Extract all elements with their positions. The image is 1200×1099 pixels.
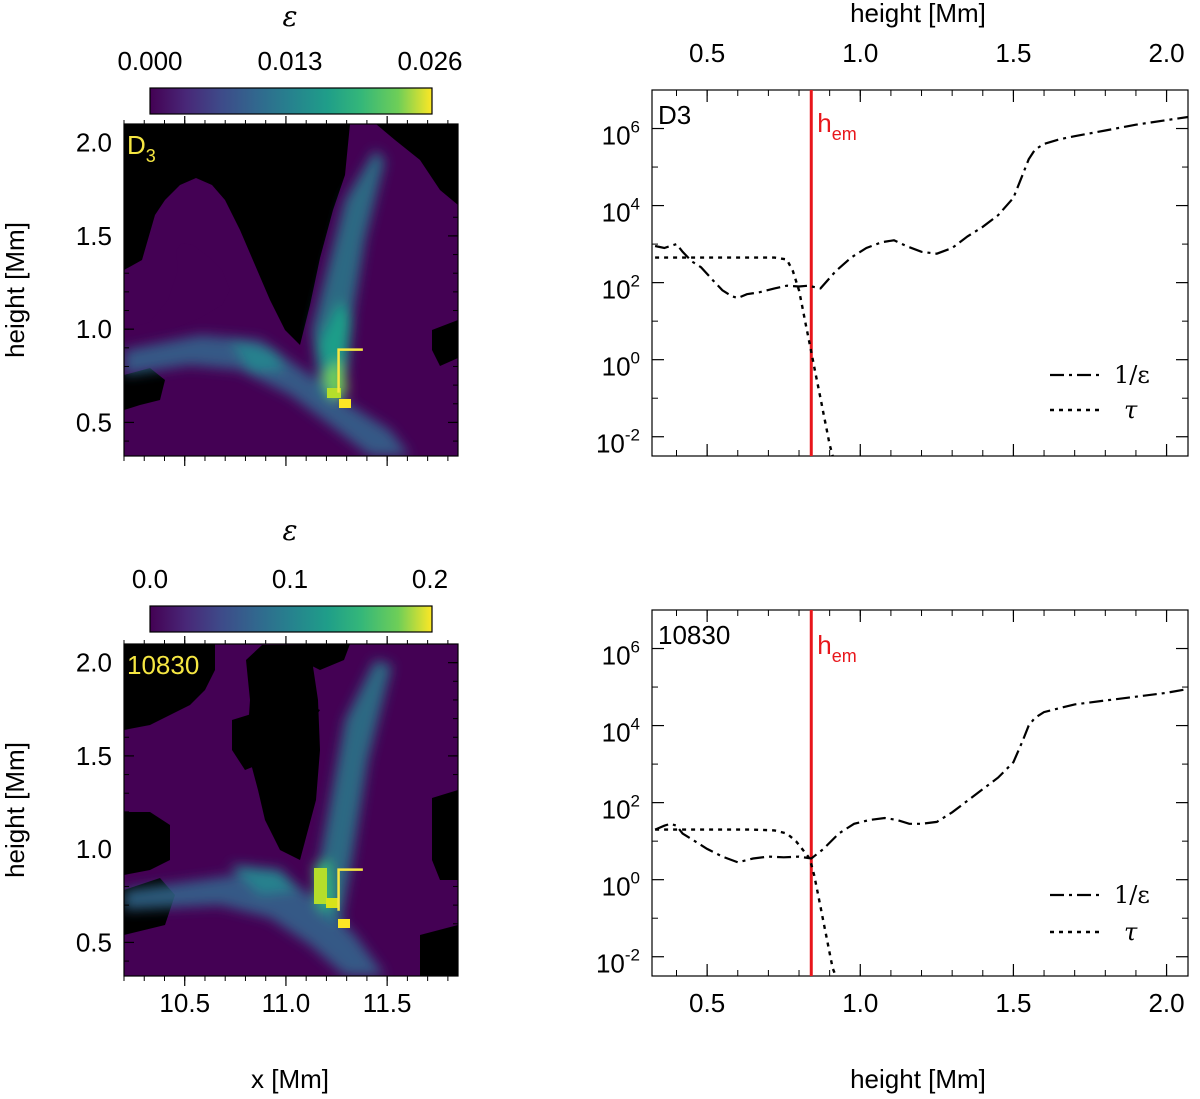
x-axis-title: x [Mm]	[251, 1064, 329, 1094]
heatmap-panel-d3: ε 0.000 0.013 0.026	[0, 0, 463, 466]
x-tick-label: 11.5	[363, 988, 412, 1018]
y-tick-label: 10-2	[596, 946, 640, 979]
heatmap-panel-10830: ε 0.0 0.1 0.2 108	[0, 514, 459, 1094]
colorbar	[149, 87, 433, 115]
y-tick-label: 102	[602, 272, 640, 305]
y-tick-label: 104	[602, 715, 640, 748]
y-tick-label: 10-2	[596, 426, 640, 459]
inverse-epsilon-line	[654, 687, 1189, 864]
axis-ticks	[652, 609, 1188, 976]
y-axis-title: height [Mm]	[0, 742, 30, 878]
panel-label: 10830	[658, 620, 730, 650]
colorbar-tick-label: 0.1	[272, 564, 308, 594]
emission-height-label: hem	[817, 108, 856, 144]
legend-label: τ	[1124, 918, 1138, 946]
line-panel-10830: 106 104 102 100 10-2 0.5 1.0 1.5 2.0 hei…	[596, 609, 1189, 1094]
legend: 1/ε τ	[1050, 881, 1150, 946]
y-tick-label: 102	[602, 792, 640, 825]
colorbar-tick-label: 0.2	[412, 564, 448, 594]
plot-frame	[651, 89, 1189, 457]
panel-label: 10830	[127, 650, 199, 680]
y-tick-label: 0.5	[76, 407, 112, 437]
top-x-axis-title: height [Mm]	[850, 0, 986, 28]
x-tick-label: 0.5	[689, 988, 725, 1018]
legend: 1/ε τ	[1050, 361, 1150, 424]
x-tick-label: 10.5	[159, 988, 210, 1018]
y-tick-label: 104	[602, 195, 640, 228]
axis-ticks	[652, 89, 1188, 456]
x-tick-label: 11.0	[262, 988, 311, 1018]
x-tick-label: 2.0	[1148, 38, 1184, 68]
legend-label: τ	[1124, 396, 1138, 424]
plot-frame	[651, 609, 1189, 977]
emission-height-label: hem	[817, 630, 856, 666]
y-tick-label: 106	[602, 118, 640, 151]
legend-label: 1/ε	[1114, 881, 1150, 909]
region-bracket-marker	[337, 868, 363, 911]
top-x-tick-labels: 0.5 1.0 1.5 2.0	[689, 38, 1185, 68]
x-tick-label: 2.0	[1148, 988, 1184, 1018]
x-tick-label: 1.5	[995, 38, 1031, 68]
region-bracket-marker	[337, 348, 363, 393]
y-tick-label: 2.0	[76, 128, 112, 158]
y-tick-label: 1.5	[76, 221, 112, 251]
y-tick-labels: 0.5 1.0 1.5 2.0	[76, 648, 112, 958]
x-tick-labels: 0.5 1.0 1.5 2.0	[689, 988, 1185, 1018]
colorbar-tick-label: 0.013	[257, 46, 322, 76]
x-tick-label: 1.0	[842, 988, 878, 1018]
colorbar-title: ε	[282, 0, 297, 33]
y-tick-labels: 106 104 102 100 10-2	[596, 638, 640, 979]
colorbar	[149, 605, 433, 633]
inverse-epsilon-line	[654, 115, 1189, 300]
y-tick-label: 2.0	[76, 648, 112, 678]
y-tick-label: 0.5	[76, 927, 112, 957]
y-tick-label: 106	[602, 638, 640, 671]
x-tick-label: 1.5	[995, 988, 1031, 1018]
plot-frame	[123, 643, 459, 977]
panel-label: D3	[658, 100, 691, 130]
colorbar-tick-label: 0.000	[117, 46, 182, 76]
panel-label: D3	[127, 130, 156, 166]
y-tick-labels: 106 104 102 100 10-2	[596, 118, 640, 459]
y-tick-label: 100	[602, 349, 640, 382]
y-axis-title: height [Mm]	[0, 222, 30, 358]
axis-ticks	[123, 636, 458, 986]
colorbar-tick-label: 0.026	[397, 46, 462, 76]
x-tick-label: 0.5	[689, 38, 725, 68]
x-tick-label: 1.0	[842, 38, 878, 68]
y-tick-label: 1.5	[76, 741, 112, 771]
line-panel-d3: height [Mm] 0.5 1.0 1.5 2.0 106 104 102 …	[596, 0, 1189, 459]
y-tick-label: 1.0	[76, 314, 112, 344]
heatmap-image	[124, 124, 458, 456]
x-tick-labels: 10.5 11.0 11.5	[159, 988, 411, 1018]
tau-line	[655, 828, 837, 977]
heatmap-image	[124, 644, 458, 976]
y-tick-label: 100	[602, 869, 640, 902]
y-tick-labels: 0.5 1.0 1.5 2.0	[76, 128, 112, 438]
tau-line	[655, 256, 834, 457]
y-tick-label: 1.0	[76, 834, 112, 864]
plot-frame	[123, 123, 459, 457]
colorbar-title: ε	[282, 514, 297, 547]
legend-label: 1/ε	[1114, 361, 1150, 389]
colorbar-tick-label: 0.0	[132, 564, 168, 594]
axis-ticks	[123, 116, 458, 466]
x-axis-title: height [Mm]	[850, 1064, 986, 1094]
